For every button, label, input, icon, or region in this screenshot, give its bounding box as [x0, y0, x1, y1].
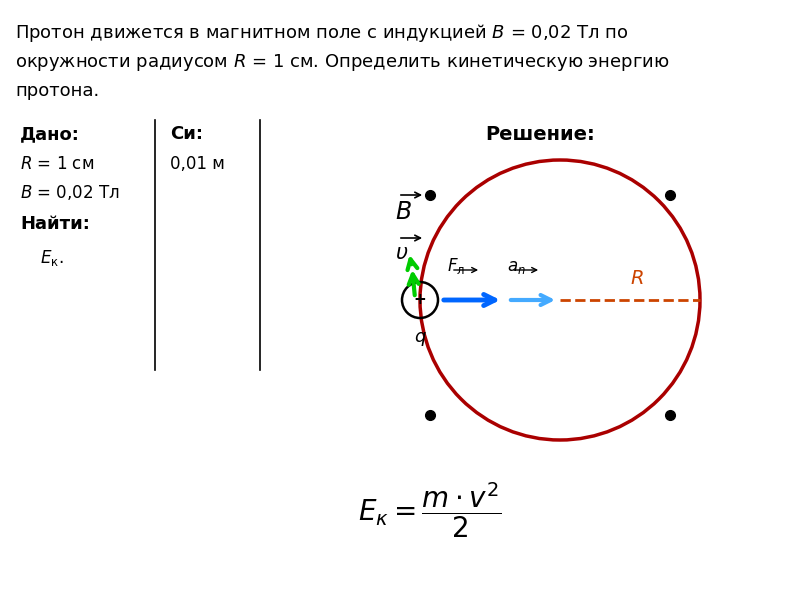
Text: протона.: протона. [15, 82, 99, 100]
Text: $q$: $q$ [414, 330, 426, 348]
Text: Си:: Си: [170, 125, 203, 143]
Text: Дано:: Дано: [20, 125, 80, 143]
Text: Протон движется в магнитном поле с индукцией $\it{B}$ = 0,02 Тл по: Протон движется в магнитном поле с индук… [15, 22, 629, 44]
Text: $a_{n}$: $a_{n}$ [507, 258, 526, 276]
Text: +: + [414, 292, 426, 307]
Text: $B$: $B$ [395, 200, 412, 224]
Text: $B$ = 0,02 Тл: $B$ = 0,02 Тл [20, 183, 120, 202]
Text: 0,01 м: 0,01 м [170, 155, 225, 173]
Text: Найти:: Найти: [20, 215, 90, 233]
Text: $E_{\kappa} = \dfrac{m \cdot v^{2}}{2}$: $E_{\kappa} = \dfrac{m \cdot v^{2}}{2}$ [358, 480, 502, 540]
Text: $E_{\rm к}.$: $E_{\rm к}.$ [40, 248, 63, 268]
Text: Решение:: Решение: [485, 125, 595, 144]
Text: $\upsilon$: $\upsilon$ [395, 243, 408, 263]
Text: $F_{\rm л}$: $F_{\rm л}$ [447, 256, 465, 276]
Text: $R$ = 1 см: $R$ = 1 см [20, 155, 94, 173]
Text: $R$: $R$ [630, 269, 644, 288]
Text: окружности радиусом $\it{R}$ = 1 см. Определить кинетическую энергию: окружности радиусом $\it{R}$ = 1 см. Опр… [15, 52, 670, 73]
